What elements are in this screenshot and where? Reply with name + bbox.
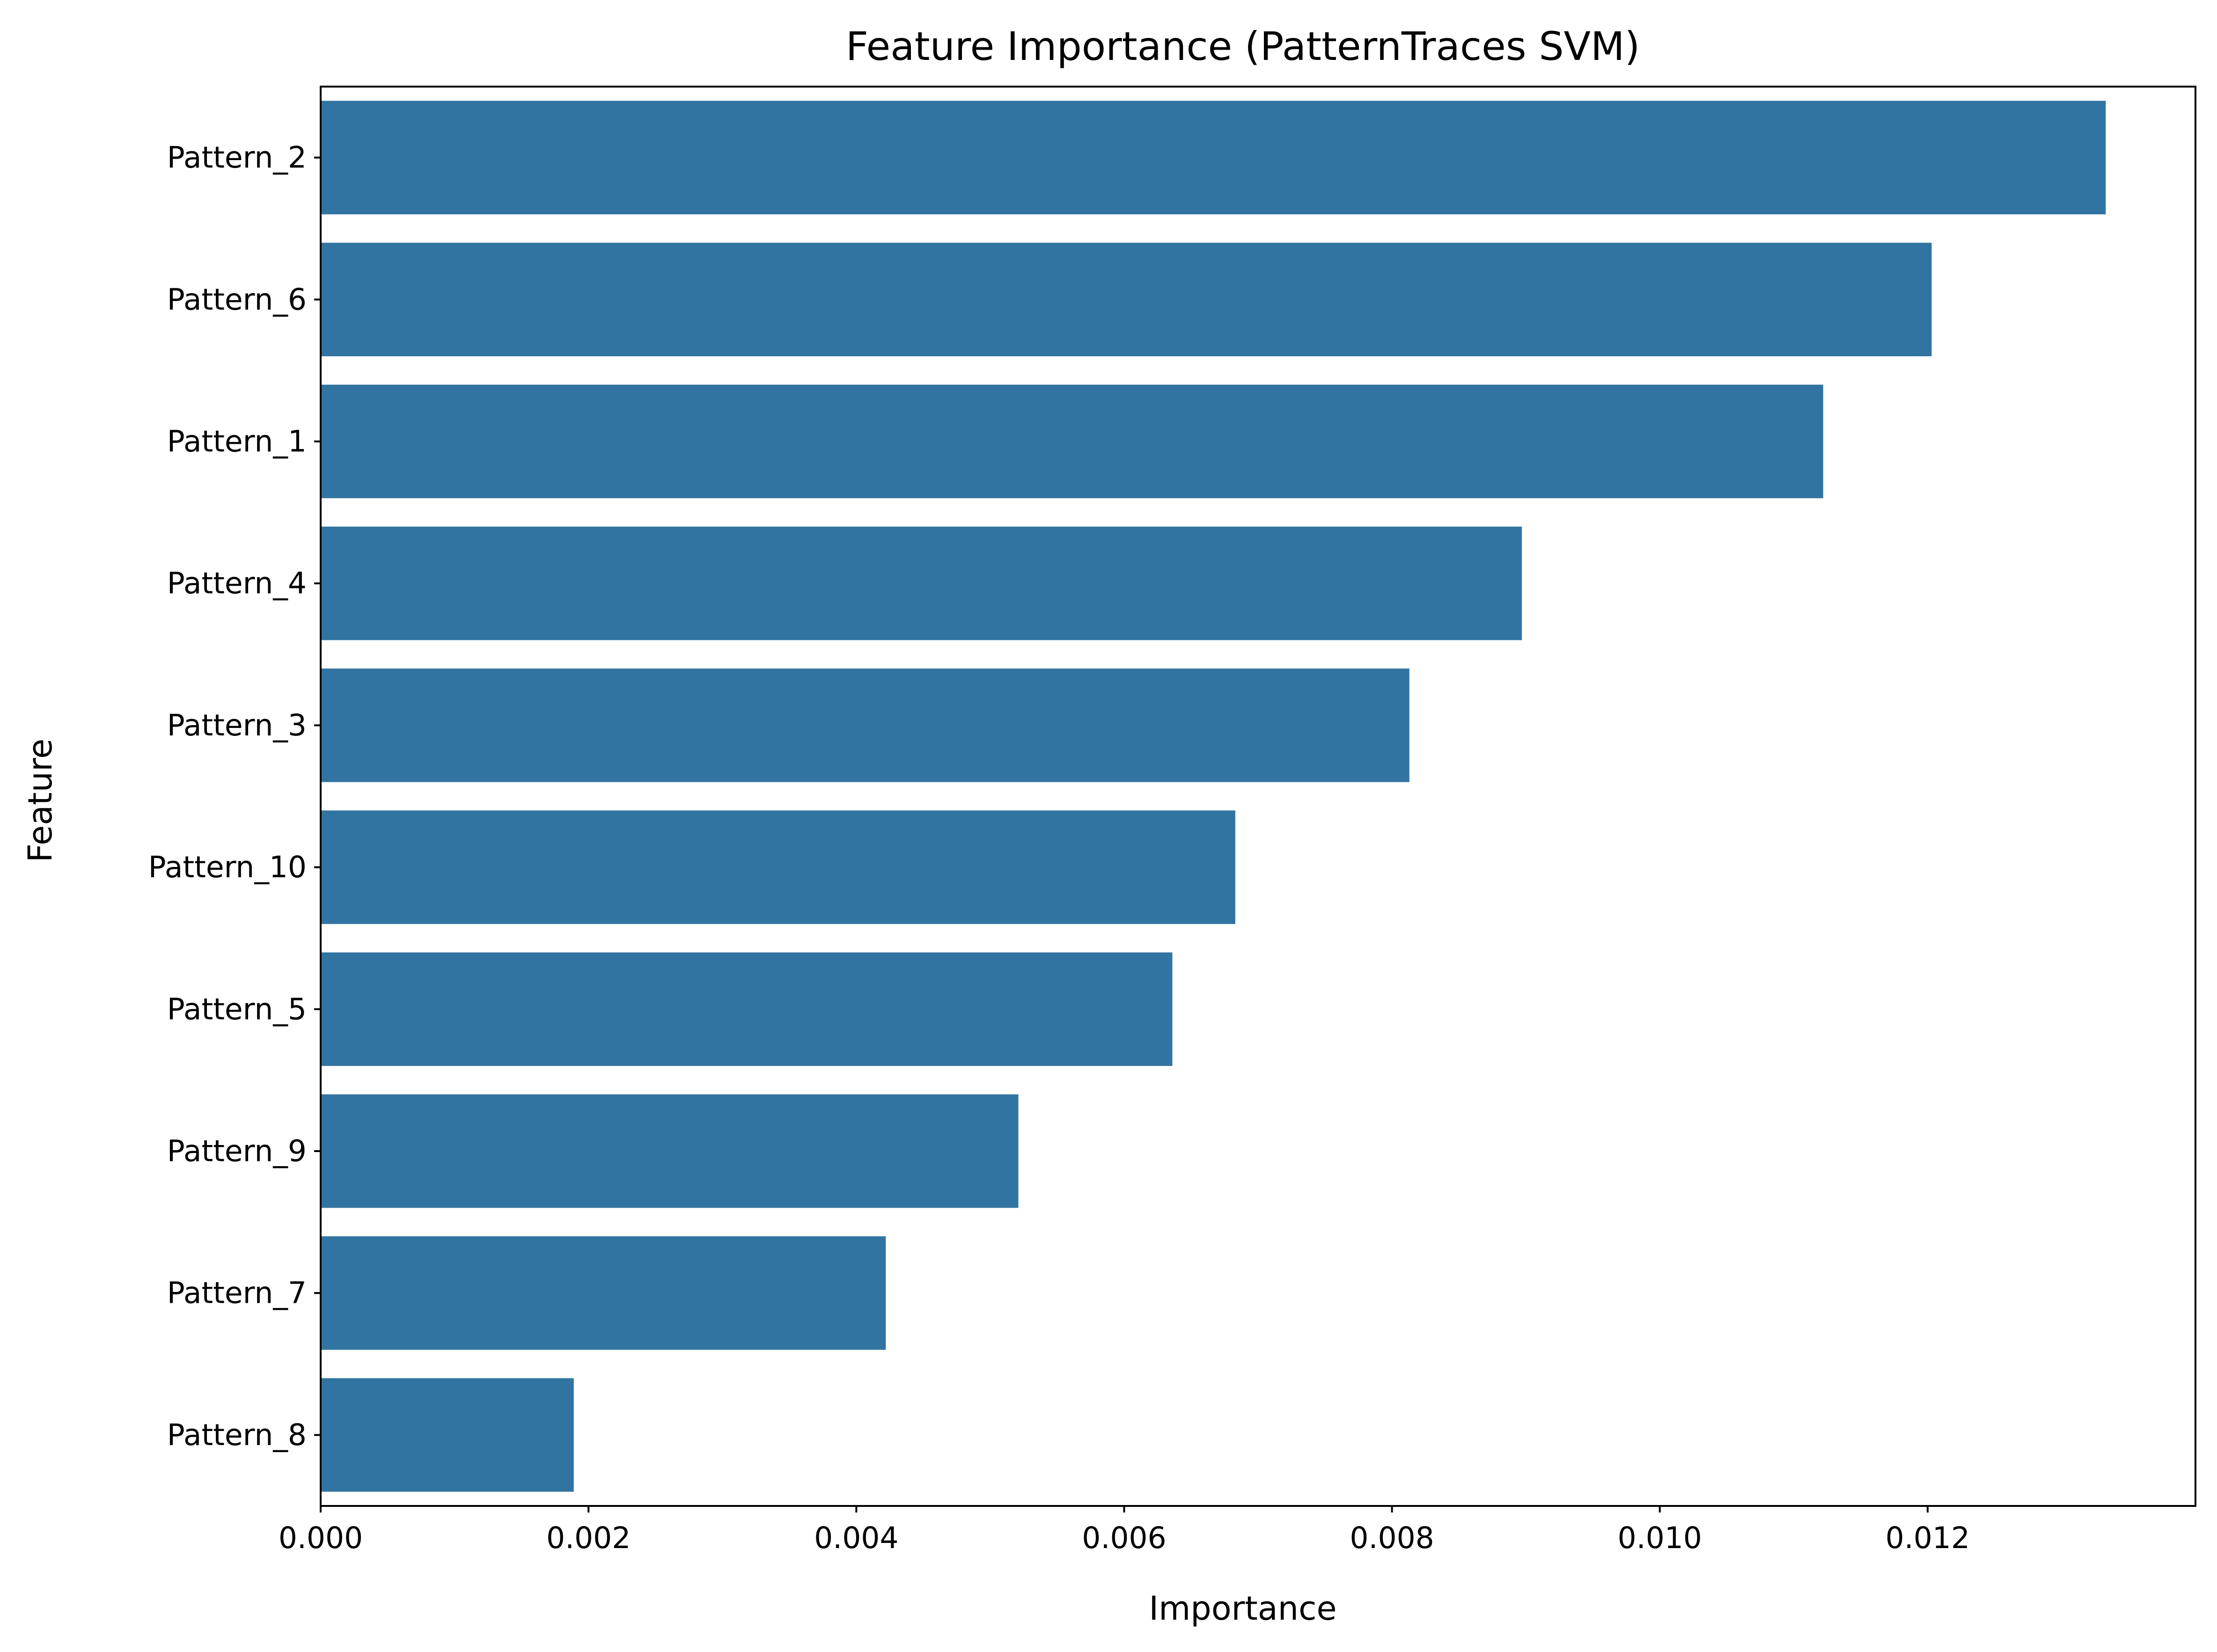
x-tick-label: 0.000 bbox=[279, 1521, 363, 1555]
ticks-layer: Pattern_2 Pattern_6 Pattern_1 Pattern_4 Patt… bbox=[148, 140, 1970, 1555]
x-tick-label: 0.010 bbox=[1618, 1521, 1702, 1555]
x-tick-label: 0.008 bbox=[1350, 1521, 1434, 1555]
y-tick-label: Pattern_4 bbox=[167, 566, 307, 601]
bar-pattern-2 bbox=[321, 101, 2106, 214]
y-tick-label: Pattern_2 bbox=[167, 140, 307, 175]
y-tick-label: Pattern_5 bbox=[167, 992, 307, 1026]
bars-layer bbox=[321, 101, 2106, 1492]
bar-pattern-1 bbox=[321, 384, 1823, 499]
bar-pattern-8 bbox=[321, 1378, 574, 1492]
y-tick-label: Pattern_9 bbox=[167, 1134, 307, 1168]
y-tick-label: Pattern_1 bbox=[167, 425, 307, 459]
bar-pattern-10 bbox=[321, 810, 1235, 924]
x-tick-label: 0.012 bbox=[1886, 1521, 1970, 1555]
bar-pattern-4 bbox=[321, 526, 1522, 640]
y-tick-label: Pattern_8 bbox=[167, 1418, 307, 1452]
y-tick-label: Pattern_10 bbox=[148, 850, 307, 884]
plot-frame bbox=[320, 86, 2196, 1507]
y-tick-label: Pattern_6 bbox=[167, 282, 307, 316]
y-axis-title: Feature bbox=[21, 739, 59, 863]
bar-pattern-7 bbox=[321, 1236, 886, 1350]
chart-title: Feature Importance (PatternTraces SVM) bbox=[846, 23, 1640, 69]
bar-pattern-5 bbox=[321, 952, 1173, 1066]
x-tick-label: 0.002 bbox=[546, 1521, 631, 1555]
bar-pattern-9 bbox=[321, 1094, 1019, 1208]
bar-pattern-3 bbox=[321, 668, 1409, 782]
bar-pattern-6 bbox=[321, 242, 1932, 357]
x-tick-label: 0.004 bbox=[814, 1521, 898, 1555]
x-tick-label: 0.006 bbox=[1082, 1521, 1166, 1555]
y-tick-label: Pattern_7 bbox=[167, 1276, 307, 1310]
y-tick-label: Pattern_3 bbox=[167, 708, 307, 742]
x-axis-title: Importance bbox=[1149, 1589, 1336, 1628]
